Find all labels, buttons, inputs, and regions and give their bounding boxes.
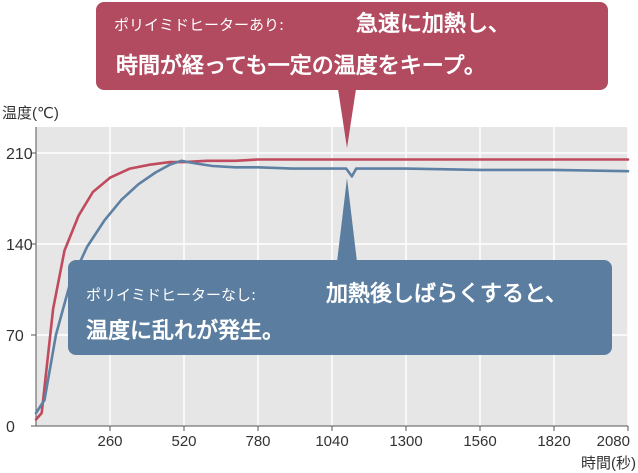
x-axis-label: 時間(秒) (581, 455, 636, 472)
callout-with-heater-prefix: ポリイミドヒーターあり: (114, 16, 284, 34)
x-tick-label: 260 (97, 433, 122, 450)
x-tick-label: 1820 (537, 433, 570, 450)
callout-without-heater-line2: 温度に乱れが発生。 (86, 318, 284, 344)
callout-without-heater-line1: 加熱後しばらくすると、 (325, 281, 567, 307)
series-layer (34, 158, 630, 421)
callout-without-heater-prefix: ポリイミドヒーターなし: (86, 286, 256, 304)
callout-without-heater-box (68, 260, 612, 355)
callout-without-heater: ポリイミドヒーターなし: 加熱後しばらくすると、 温度に乱れが発生。 (68, 178, 612, 355)
x-tick-label: 1560 (463, 433, 496, 450)
callout-with-heater-line2: 時間が経っても一定の温度をキープ。 (116, 53, 486, 79)
x-tick-label: 520 (171, 433, 196, 450)
x-tick-label: 1300 (389, 433, 422, 450)
callout-with-heater: ポリイミドヒーターあり: 急速に加熱し、 時間が経っても一定の温度をキープ。 (96, 2, 608, 148)
tick-labels: 260 520 780 1040 1300 1560 1820 2080 0 70 140 210 (6, 146, 630, 450)
callout-without-heater-pointer (337, 178, 357, 262)
y-axis-label: 温度(℃) (2, 105, 59, 122)
callout-with-heater-line1: 急速に加熱し、 (356, 11, 510, 37)
y-tick-label: 0 (6, 419, 15, 436)
x-tick-label: 2080 (597, 433, 630, 450)
y-tick-label: 140 (6, 237, 33, 254)
x-tick-label: 780 (245, 433, 270, 450)
callout-with-heater-pointer (338, 89, 356, 148)
y-tick-label: 70 (6, 328, 24, 345)
callout-with-heater-box (96, 2, 608, 90)
x-tick-label: 1040 (315, 433, 348, 450)
series-line-without-heater (34, 159, 630, 415)
y-tick-label: 210 (6, 146, 33, 163)
